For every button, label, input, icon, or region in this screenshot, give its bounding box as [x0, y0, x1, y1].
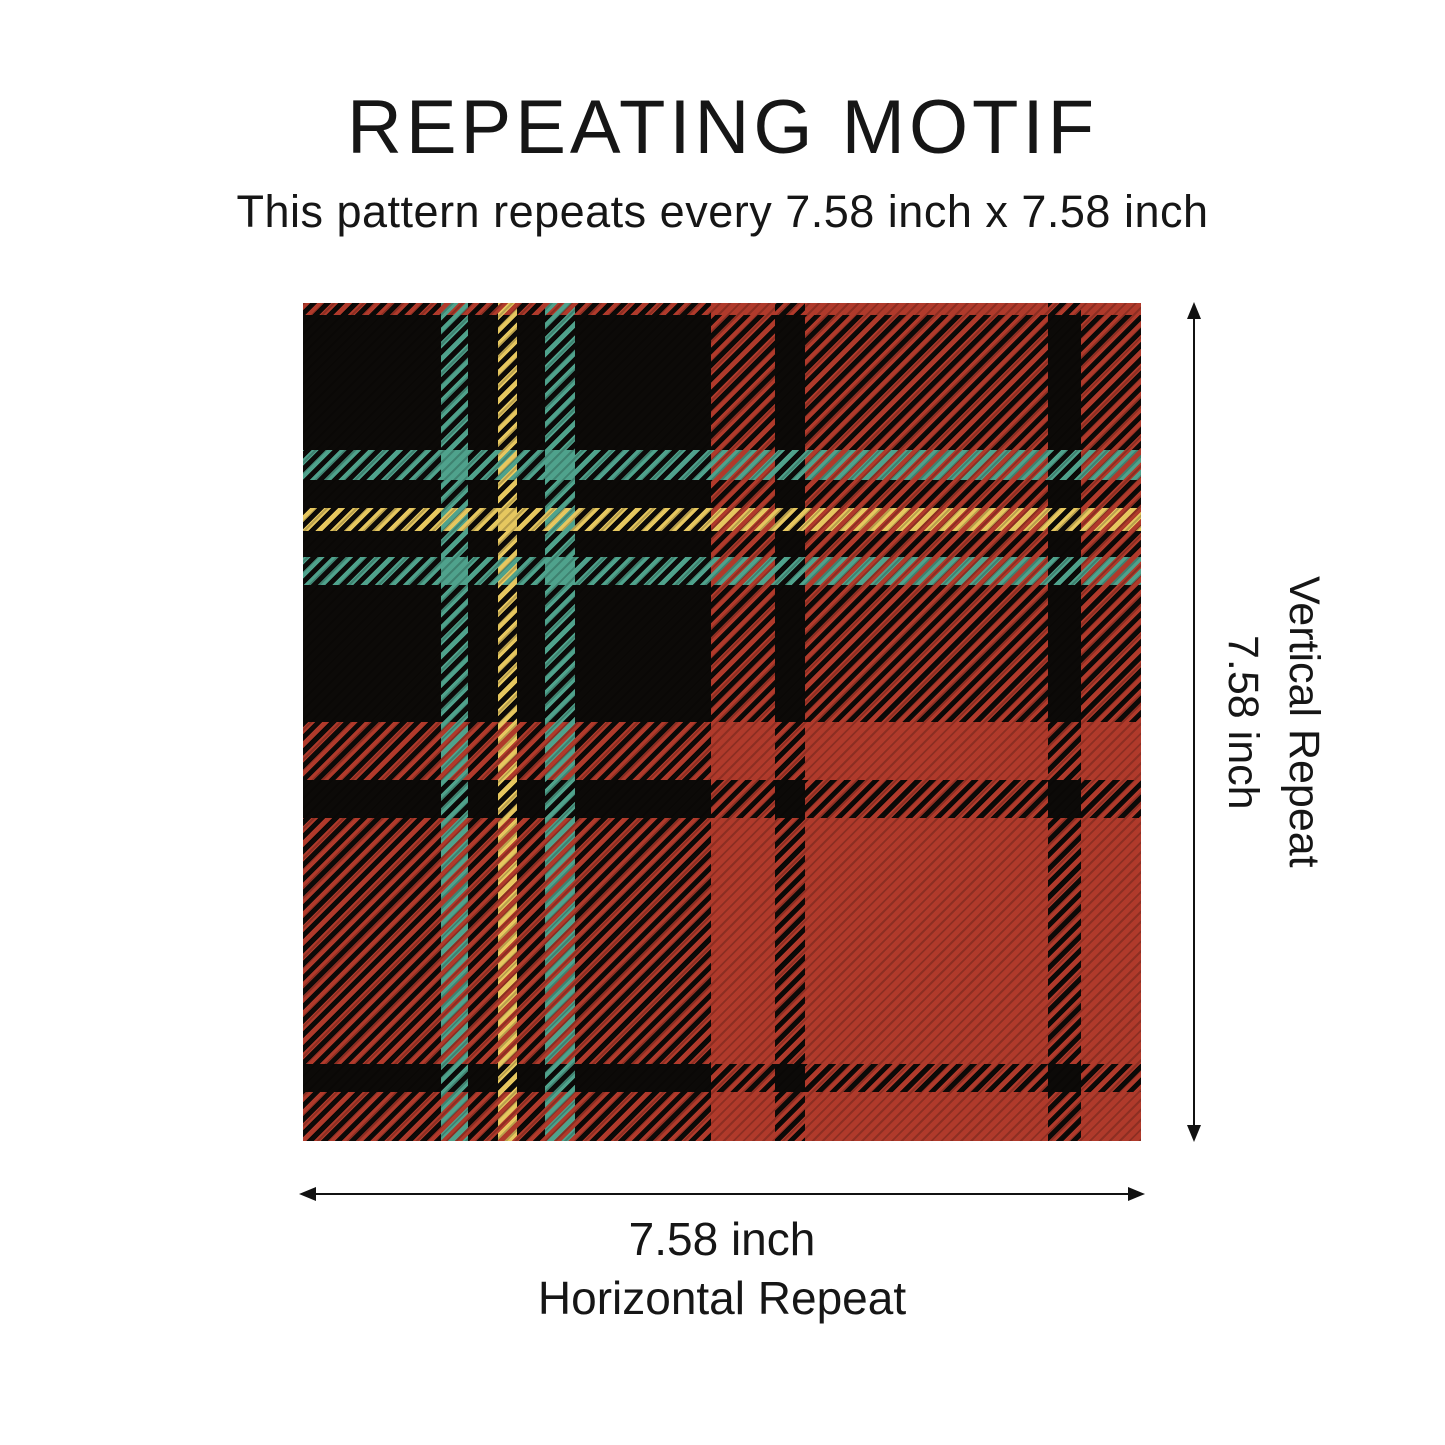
vertical-repeat-label: Vertical Repeat 7.58 inch [1212, 303, 1334, 1141]
arrow-up-icon [1187, 302, 1201, 319]
vertical-repeat-label-line1: Vertical Repeat [1280, 576, 1329, 868]
twill-texture-overlay [303, 303, 1141, 1141]
page-title: REPEATING MOTIF [346, 85, 1099, 170]
horizontal-repeat-label: 7.58 inch Horizontal Repeat [303, 1210, 1141, 1328]
page-subtitle: This pattern repeats every 7.58 inch x 7… [236, 186, 1209, 237]
arrow-left-icon [299, 1187, 316, 1201]
arrow-right-icon [1128, 1187, 1145, 1201]
arrow-down-icon [1187, 1125, 1201, 1142]
horizontal-repeat-label-line1: 7.58 inch [628, 1213, 816, 1265]
tartan-swatch [303, 303, 1141, 1141]
vertical-dimension-arrow [1187, 302, 1201, 1142]
tartan-weft-layer [303, 303, 1141, 1141]
vertical-repeat-label-line2: 7.58 inch [1219, 634, 1268, 810]
horizontal-repeat-label-line2: Horizontal Repeat [537, 1271, 907, 1324]
horizontal-dimension-arrow [299, 1187, 1145, 1201]
